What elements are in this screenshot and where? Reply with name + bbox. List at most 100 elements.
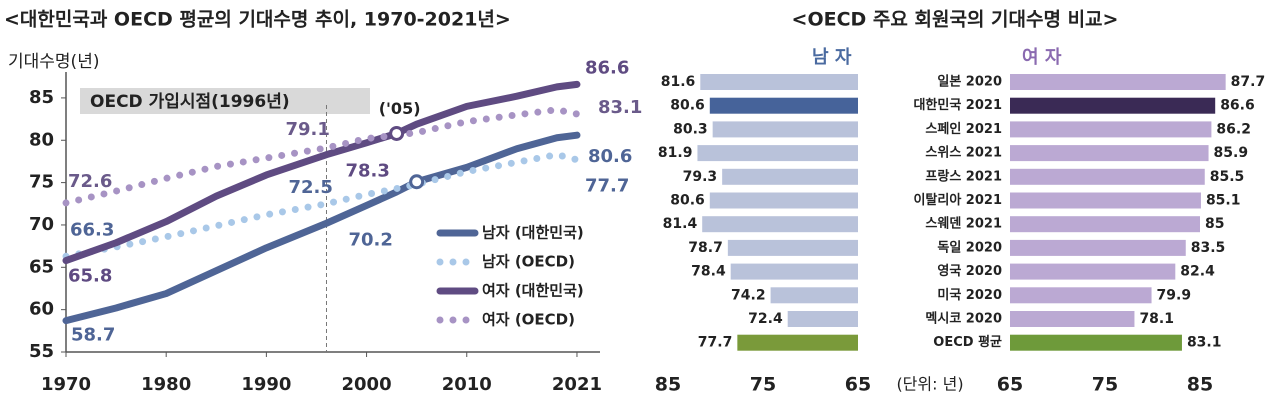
- data-label: 87.7: [1231, 74, 1266, 90]
- series-line: [62, 131, 581, 325]
- data-label: 85: [1205, 216, 1224, 232]
- bar: [697, 145, 858, 162]
- data-label: 77.7: [585, 176, 629, 197]
- data-label: 74.2: [731, 287, 766, 303]
- category-label: 스위스 2021: [925, 146, 1002, 161]
- annotation-box: [80, 88, 370, 114]
- data-label: 66.3: [70, 219, 114, 240]
- bar: [1010, 334, 1182, 351]
- data-label: 86.6: [585, 57, 629, 78]
- data-label: 86.2: [1216, 121, 1251, 137]
- data-label: 85.5: [1210, 169, 1245, 185]
- chart-title: <대한민국과 OECD 평균의 기대수명 추이, 1970-2021년>: [4, 9, 511, 31]
- bar: [700, 74, 858, 90]
- x-tick-label: 2010: [442, 374, 492, 395]
- data-label: 86.6: [1220, 98, 1255, 114]
- data-label: 58.7: [71, 325, 115, 346]
- bar: [1010, 287, 1152, 304]
- bar: [787, 311, 858, 327]
- legend-label: 여자 (대한민국): [482, 282, 584, 300]
- bar: [1010, 192, 1201, 209]
- category-label: 영국 2020: [937, 264, 1002, 279]
- category-label: 스페인 2021: [925, 121, 1002, 137]
- category-label: 독일 2020: [937, 240, 1002, 255]
- series-line: [62, 80, 581, 265]
- y-tick-label: 55: [29, 341, 54, 362]
- y-tick-label: 60: [29, 299, 54, 320]
- data-label: 77.7: [698, 335, 733, 351]
- y-tick-label: 80: [29, 129, 54, 150]
- x-tick-label: 75: [750, 374, 776, 396]
- y-tick-label: 85: [29, 87, 54, 108]
- data-label: 79.3: [683, 169, 718, 185]
- x-tick-label: 2021: [552, 374, 602, 395]
- x-tick-label: 1980: [141, 374, 191, 395]
- x-tick-label: 85: [1187, 374, 1213, 396]
- data-label: 82.4: [1180, 264, 1215, 280]
- data-label: 79.9: [1157, 287, 1192, 303]
- bar: [1010, 145, 1209, 162]
- data-label: 81.6: [661, 74, 696, 90]
- y-tick-label: 70: [29, 214, 54, 235]
- category-label: 대한민국 2021: [913, 97, 1002, 113]
- category-label: 미국 2020: [937, 287, 1002, 303]
- data-label: 78.1: [1139, 311, 1174, 327]
- bar: [1010, 74, 1226, 90]
- legend-label: 남자 (대한민국): [482, 224, 584, 242]
- data-label: 85.9: [1214, 145, 1249, 161]
- data-label: 78.4: [691, 264, 726, 280]
- x-tick-label: 1990: [241, 374, 291, 395]
- bar: [737, 334, 858, 351]
- bar: [727, 239, 858, 256]
- series-line: [62, 106, 581, 207]
- data-label: 80.6: [670, 98, 705, 114]
- data-label: 72.5: [288, 177, 332, 198]
- unit-label: (단위: 년): [896, 375, 963, 394]
- category-label: 일본 2020: [937, 75, 1002, 90]
- bar: [730, 263, 858, 280]
- x-tick-label: 65: [845, 374, 871, 396]
- crossing-marker: [389, 125, 405, 141]
- chart-title: <OECD 주요 회원국의 기대수명 비교>: [792, 9, 1119, 31]
- category-label: 멕시코 2020: [925, 311, 1002, 327]
- x-tick-label: 2000: [342, 374, 392, 395]
- category-label: 스웨덴 2021: [925, 216, 1002, 232]
- x-tick-label: 75: [1092, 374, 1118, 396]
- y-tick-label: 75: [29, 172, 54, 193]
- series-line: [62, 151, 581, 260]
- data-label: 72.4: [748, 311, 783, 327]
- subtitle: 여 자: [1022, 47, 1062, 68]
- annotation: OECD 가입시점(1996년): [90, 92, 290, 112]
- subtitle: 남 자: [812, 47, 852, 68]
- bar: [1010, 121, 1212, 138]
- data-label: 81.4: [663, 216, 698, 232]
- data-label: 65.8: [68, 266, 112, 287]
- legend-label: 여자 (OECD): [482, 311, 575, 329]
- bar: [712, 121, 858, 138]
- bar: [722, 168, 858, 185]
- category-label: 이탈리아 2021: [913, 192, 1002, 208]
- data-label: 80.3: [673, 121, 708, 137]
- data-label: 78.3: [345, 161, 389, 182]
- bar: [709, 97, 858, 114]
- bar: [1010, 311, 1135, 327]
- data-label: 79.1: [285, 119, 329, 140]
- x-tick-label: 1970: [41, 374, 91, 395]
- y-axis-label: 기대수명(년): [8, 52, 99, 72]
- data-label: 70.2: [348, 229, 392, 250]
- data-label: 83.1: [1187, 335, 1222, 351]
- annotation: ('05): [379, 99, 421, 118]
- data-label: 81.9: [658, 145, 693, 161]
- bar: [1010, 97, 1216, 114]
- data-label: 85.1: [1206, 193, 1241, 209]
- x-tick-label: 65: [997, 374, 1023, 396]
- bar: [1010, 239, 1186, 256]
- x-tick-label: 85: [655, 374, 681, 396]
- bar: [1010, 216, 1200, 233]
- data-label: 83.1: [598, 97, 642, 118]
- data-label: 83.5: [1191, 240, 1226, 256]
- bar: [770, 287, 858, 304]
- bar: [1010, 168, 1205, 185]
